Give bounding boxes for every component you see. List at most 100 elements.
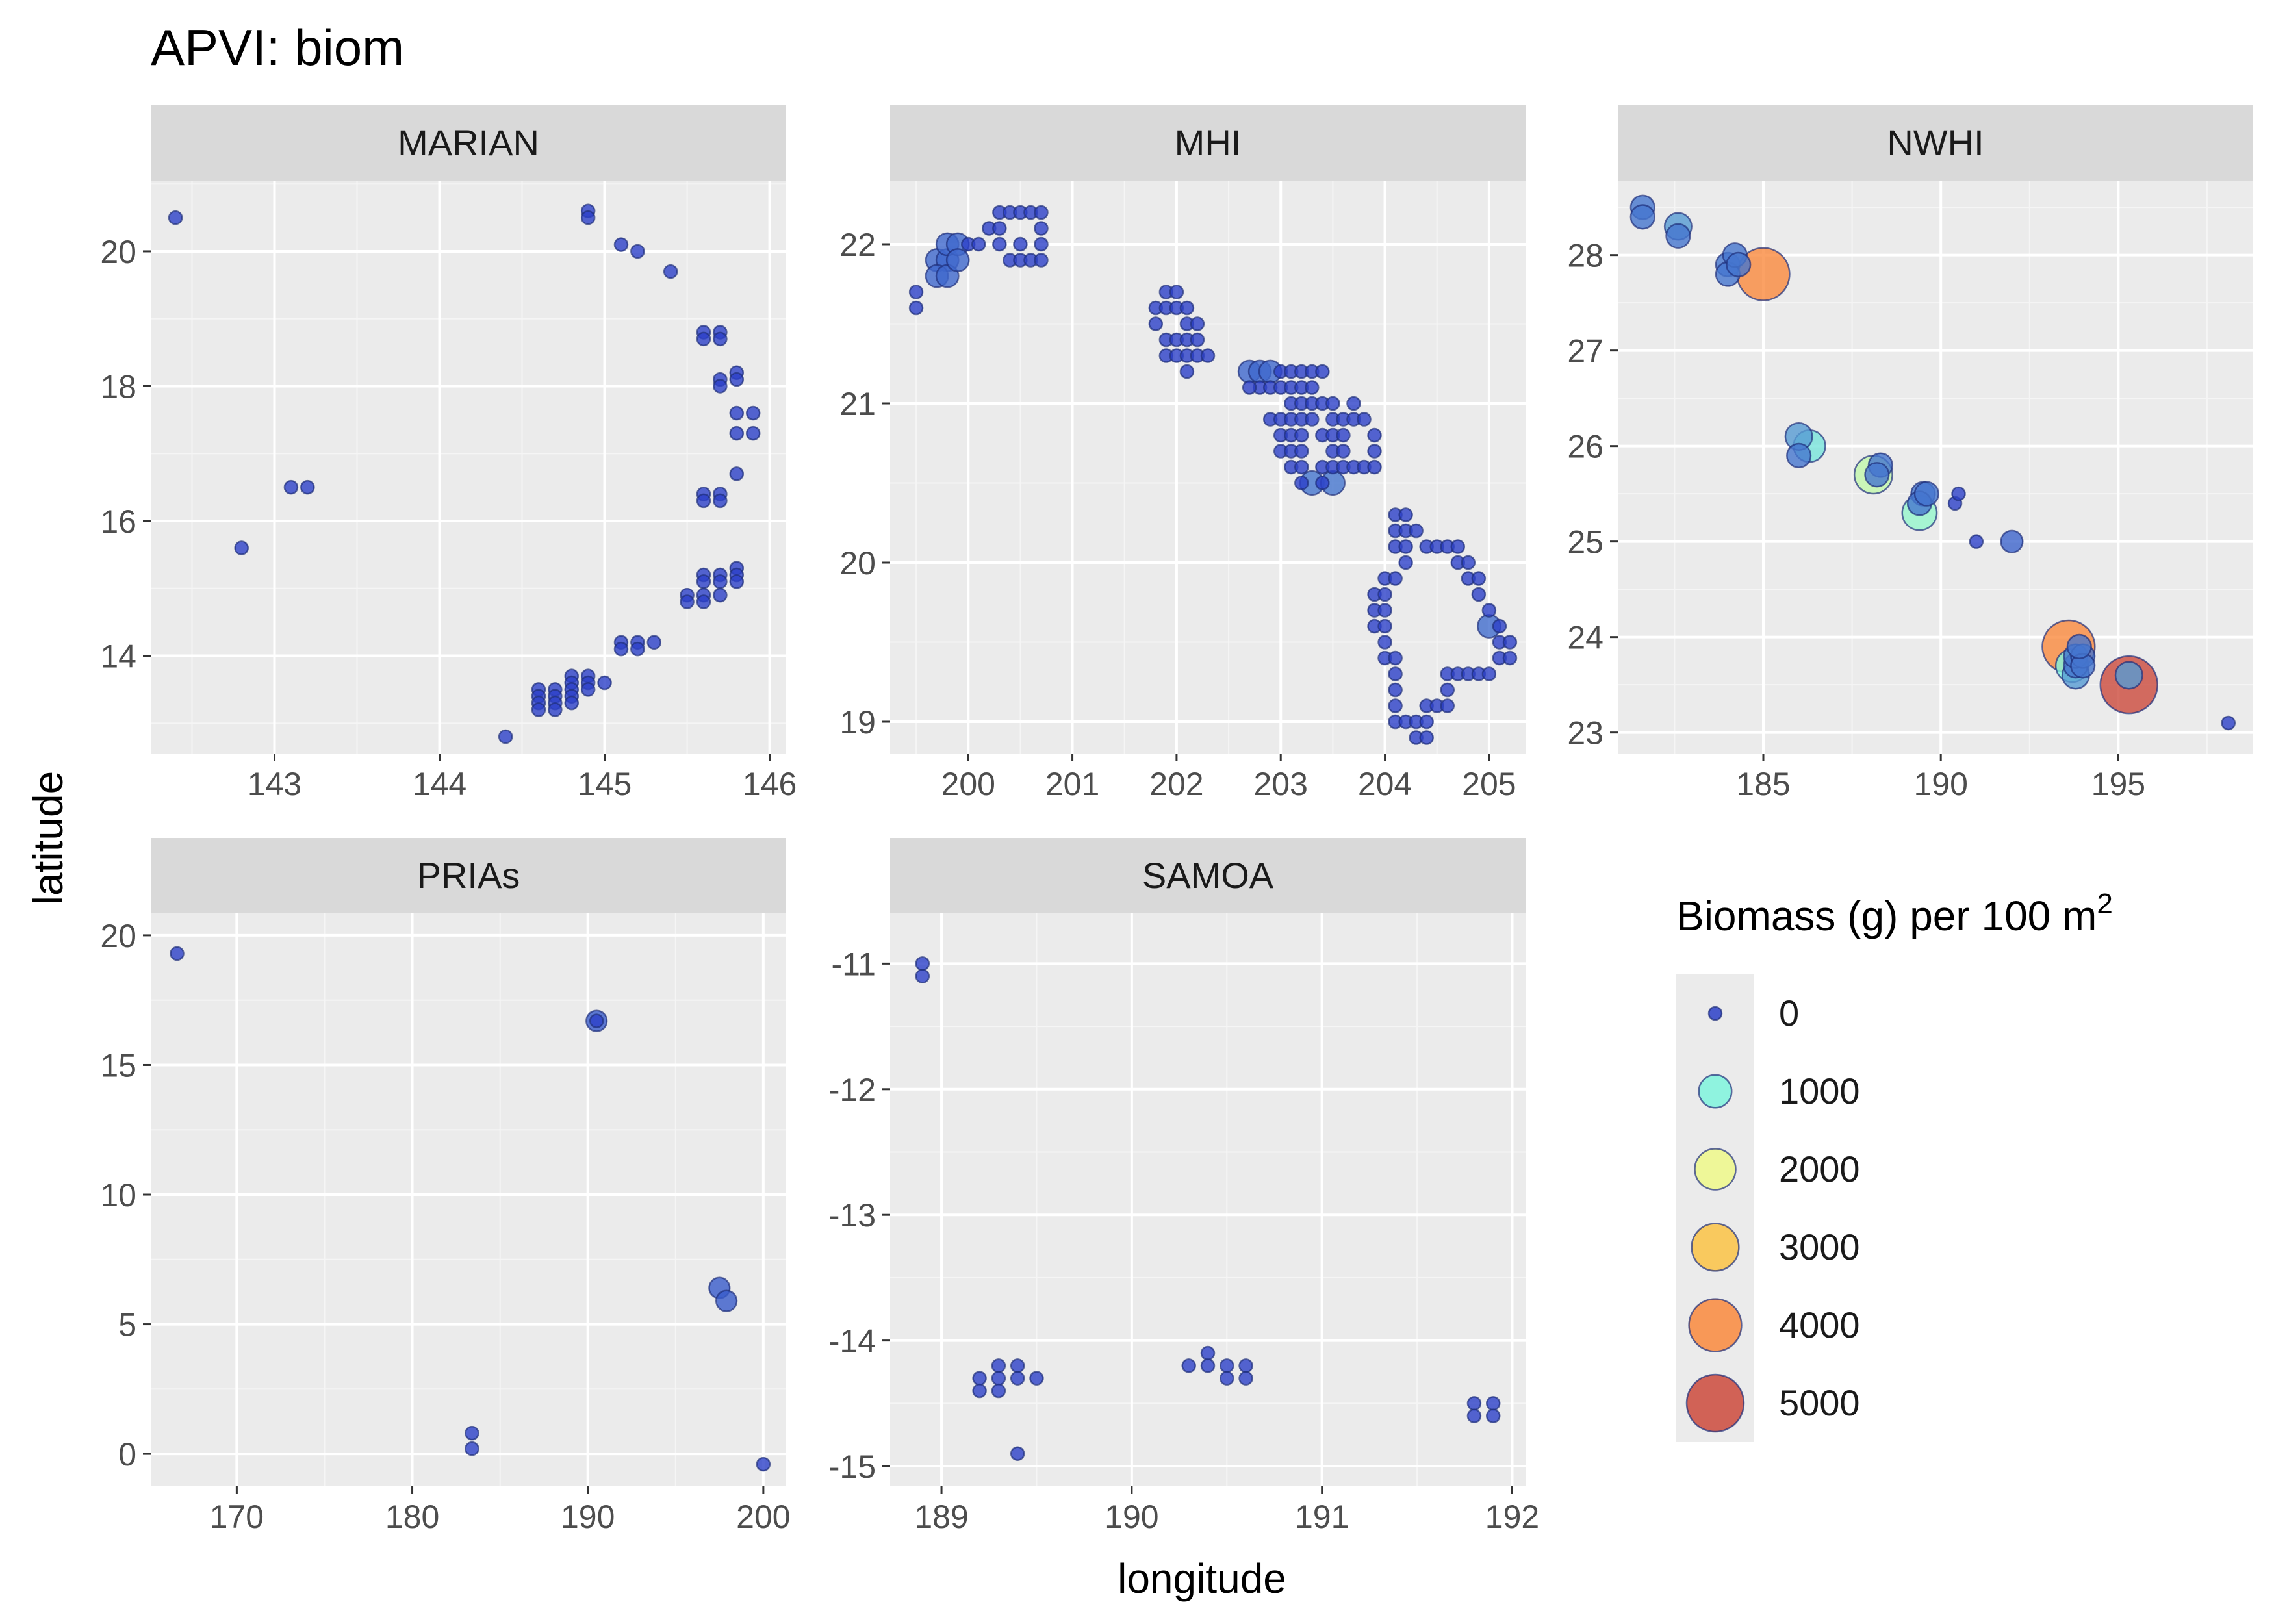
panel-strip <box>890 105 1526 181</box>
data-point <box>713 379 728 394</box>
data-point <box>1485 1396 1501 1411</box>
y-tick-label: 25 <box>1567 524 1603 561</box>
data-point <box>1440 698 1455 713</box>
data-point <box>1969 534 1984 549</box>
data-point <box>1665 223 1691 249</box>
x-tick-label: 190 <box>1105 1499 1158 1535</box>
data-point <box>1502 635 1518 650</box>
y-tick-label: -15 <box>829 1449 876 1485</box>
legend-label-4000: 4000 <box>1779 1304 1860 1345</box>
data-point <box>729 372 745 387</box>
data-point <box>729 425 745 441</box>
data-point <box>1294 476 1309 490</box>
data-point <box>1388 571 1403 586</box>
x-tick-label: 180 <box>385 1499 439 1535</box>
data-point <box>915 956 930 971</box>
data-point <box>1629 204 1655 230</box>
data-point <box>1726 251 1752 277</box>
y-tick-label: 15 <box>100 1047 136 1084</box>
y-tick-label: 20 <box>100 918 136 954</box>
data-point <box>1377 635 1392 650</box>
y-tick-label: 16 <box>100 503 136 540</box>
panel-strip <box>151 838 786 913</box>
y-tick-label: 20 <box>100 234 136 270</box>
data-point <box>1294 459 1309 475</box>
data-point <box>1485 1408 1501 1423</box>
data-point <box>1388 682 1403 698</box>
data-point <box>1377 618 1392 634</box>
data-point <box>1336 444 1351 459</box>
data-point <box>1200 1358 1216 1373</box>
data-point <box>1377 587 1392 602</box>
legend-title: Biomass (g) per 100 m2 <box>1676 888 2113 939</box>
panel-background <box>890 913 1526 1486</box>
data-point <box>1346 396 1361 411</box>
panel-strip-label: PRIAs <box>417 855 520 896</box>
data-point <box>696 331 711 347</box>
x-tick-label: 146 <box>743 766 797 802</box>
data-point <box>991 1358 1006 1373</box>
x-tick-label: 190 <box>561 1499 615 1535</box>
data-point <box>465 1441 479 1456</box>
data-point <box>630 244 645 259</box>
data-point <box>613 237 629 252</box>
data-point <box>696 574 711 589</box>
data-point <box>1305 412 1320 427</box>
data-point <box>1388 666 1403 681</box>
x-tick-label: 204 <box>1358 766 1412 802</box>
data-point <box>300 479 315 495</box>
legend-key-4000 <box>1688 1298 1743 1352</box>
data-point <box>580 682 596 697</box>
data-point <box>663 264 678 279</box>
data-point <box>1481 666 1497 681</box>
data-point <box>168 210 183 225</box>
data-point <box>1220 1371 1234 1386</box>
x-tick-label: 192 <box>1485 1499 1539 1535</box>
data-point <box>1148 316 1164 331</box>
legend-key-1000 <box>1698 1074 1733 1109</box>
data-point <box>971 236 986 252</box>
x-tick-label: 143 <box>248 766 301 802</box>
data-point <box>613 641 629 657</box>
x-tick-label: 205 <box>1462 766 1516 802</box>
data-point <box>1481 603 1497 618</box>
legend-key-0 <box>1707 1006 1723 1021</box>
data-point <box>2066 633 2092 659</box>
data-point <box>1010 1371 1025 1386</box>
data-point <box>1238 1371 1253 1386</box>
panel-strip <box>151 105 786 181</box>
data-point <box>597 675 612 691</box>
data-point <box>1492 618 1507 634</box>
data-point <box>1461 555 1476 570</box>
data-point <box>1388 650 1403 666</box>
data-point <box>548 702 563 717</box>
data-point <box>915 969 930 983</box>
x-tick-label: 191 <box>1295 1499 1349 1535</box>
y-tick-label: -11 <box>831 946 876 982</box>
data-point <box>1419 730 1434 745</box>
data-point <box>991 1371 1006 1386</box>
data-point <box>2221 715 2236 731</box>
panel-samoa: SAMOA 189 190 191 192 -15 -14 -13 -12 -11 <box>829 838 1539 1535</box>
data-point <box>465 1425 479 1441</box>
data-point <box>992 221 1007 236</box>
y-tick-label: 23 <box>1567 715 1603 752</box>
data-point <box>1419 714 1434 730</box>
data-point <box>1377 603 1392 618</box>
x-tick-label: 185 <box>1736 766 1790 802</box>
legend-label-0: 0 <box>1779 993 1799 1034</box>
x-tick-label: 190 <box>1913 766 1967 802</box>
data-point <box>1242 380 1257 395</box>
data-point <box>1466 1408 1482 1423</box>
x-tick-label: 189 <box>914 1499 968 1535</box>
data-point <box>1315 364 1330 379</box>
y-tick-label: 27 <box>1567 333 1603 370</box>
legend-key-5000 <box>1685 1373 1745 1433</box>
data-point <box>1190 332 1205 348</box>
data-point <box>1010 1446 1025 1461</box>
data-point <box>589 1013 604 1028</box>
y-tick-label: 20 <box>839 545 876 581</box>
legend-label-2000: 2000 <box>1779 1148 1860 1189</box>
data-point <box>1398 507 1413 522</box>
